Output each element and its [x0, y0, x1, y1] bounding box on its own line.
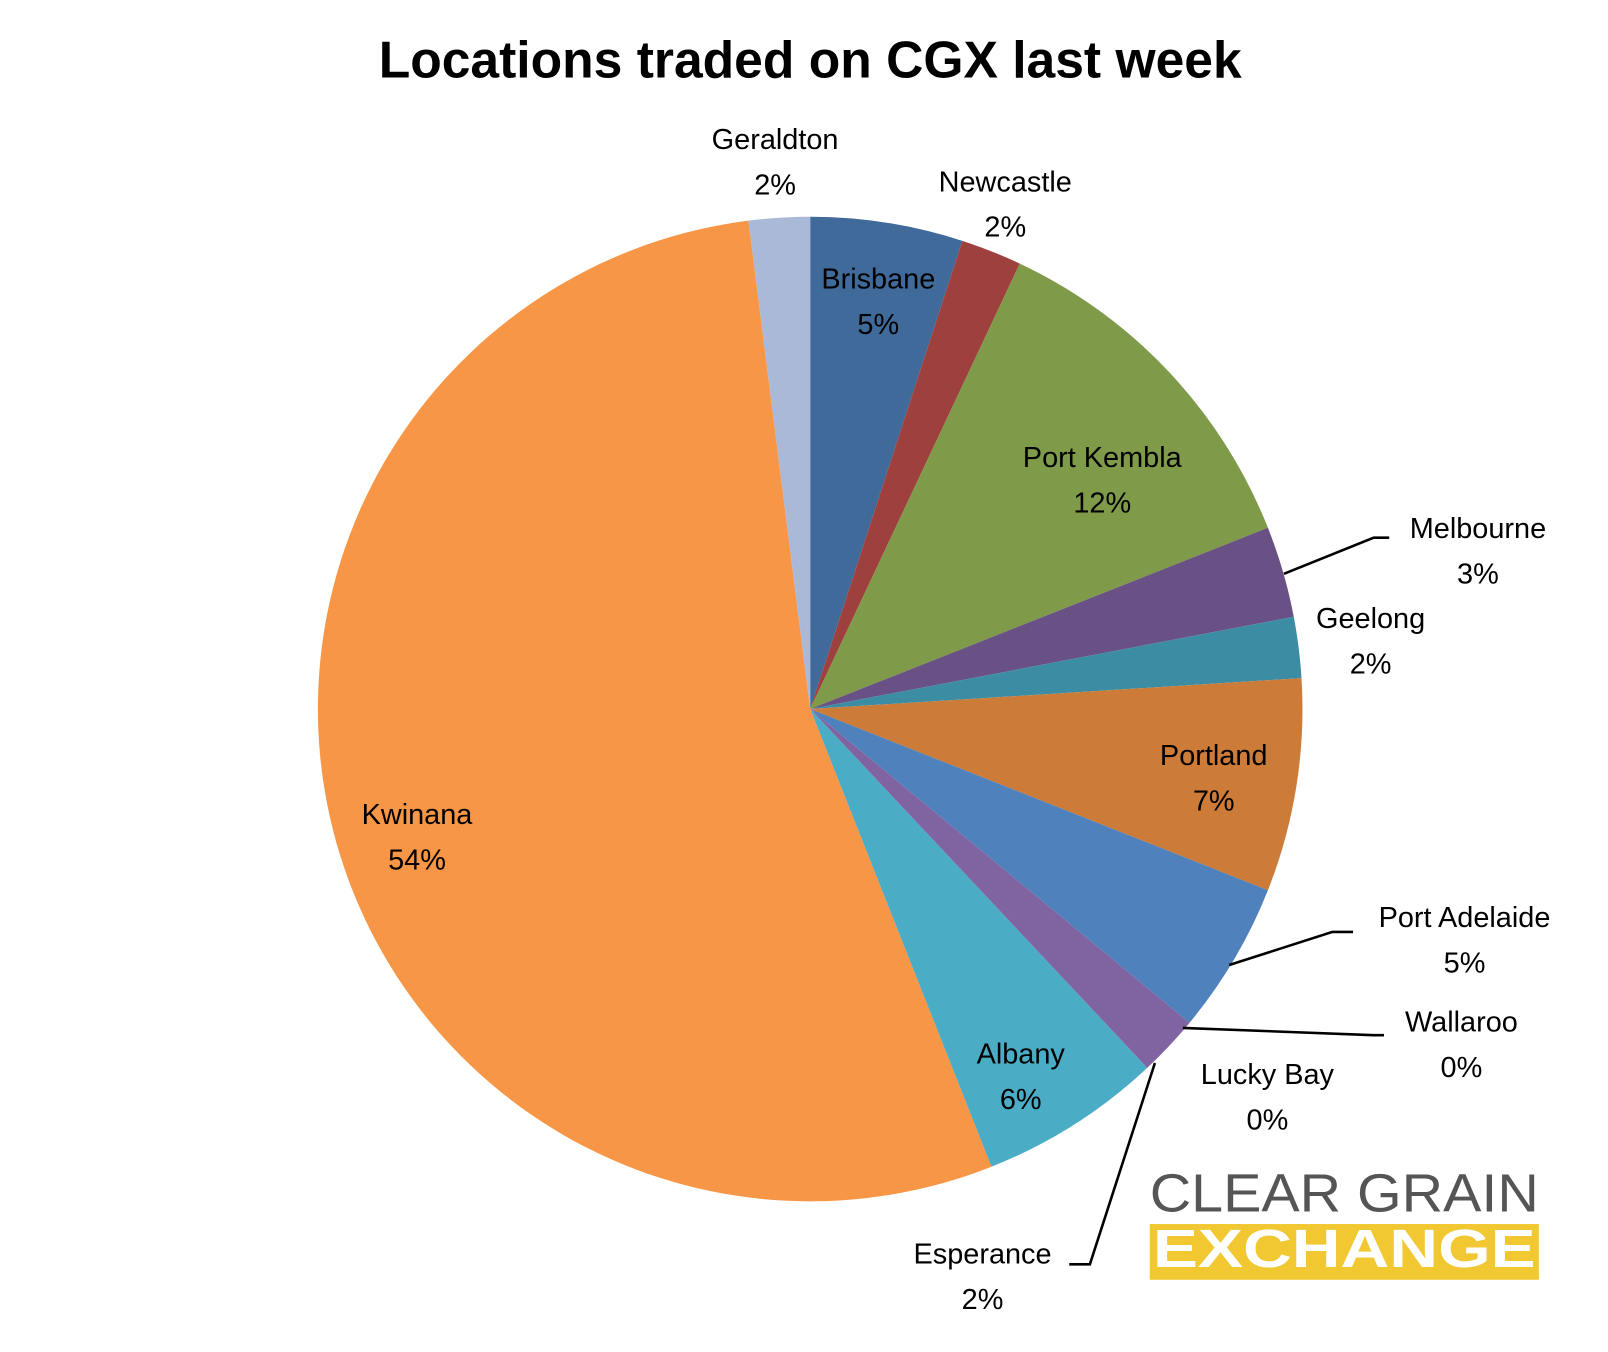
logo-band	[1149, 1224, 1539, 1280]
leader-line	[1182, 1026, 1385, 1037]
pie-slice	[810, 240, 1020, 710]
slice-label: Esperance	[914, 1239, 1052, 1271]
slice-label: Port Kembla	[1023, 442, 1183, 474]
pie-slice	[810, 709, 1190, 1068]
slice-label: Geraldton	[712, 124, 839, 156]
slice-label: Brisbane	[821, 263, 935, 295]
slice-value-label: 6%	[1000, 1084, 1042, 1116]
slice-value-label: 54%	[388, 844, 446, 876]
slice-value-label: 0%	[1441, 1052, 1483, 1084]
slice-label: Melbourne	[1410, 513, 1546, 545]
slice-label: Geelong	[1316, 603, 1425, 635]
slice-label: Kwinana	[362, 799, 474, 831]
logo-line2: EXCHANGE	[1153, 1219, 1536, 1279]
slice-label: Lucky Bay	[1201, 1059, 1335, 1091]
slice-label: Port Adelaide	[1379, 902, 1551, 934]
pie-slice	[317, 220, 992, 1202]
leader-line	[1228, 930, 1354, 967]
pie-slice	[810, 709, 1268, 1023]
pie-slice	[810, 709, 1148, 1167]
pie	[317, 216, 1303, 1202]
slice-value-label: 0%	[1247, 1104, 1289, 1136]
chart-title: Locations traded on CGX last week	[379, 31, 1242, 89]
logo: CLEAR GRAIN EXCHANGE	[1149, 1163, 1539, 1280]
slice-value-label: 5%	[857, 309, 899, 341]
slice-label: Albany	[977, 1038, 1066, 1070]
pie-slice	[810, 527, 1294, 710]
slice-value-label: 12%	[1073, 487, 1131, 519]
slice-value-label: 7%	[1193, 786, 1235, 818]
leader-line	[1069, 1062, 1157, 1266]
pie-slice	[810, 263, 1268, 710]
leader-line	[1283, 536, 1390, 576]
slice-value-label: 5%	[1444, 948, 1486, 980]
pie-slice	[810, 216, 963, 710]
pie-slice	[810, 616, 1302, 710]
slice-label: Newcastle	[939, 166, 1072, 198]
slice-value-label: 2%	[1350, 648, 1392, 680]
labels: Brisbane 5% Newcastle 2% Port Kembla 12% Melbo…	[362, 124, 1551, 1316]
slice-value-label: 2%	[984, 212, 1026, 244]
slice-value-label: 2%	[962, 1284, 1004, 1316]
pie-slice	[810, 678, 1303, 891]
slice-value-label: 3%	[1457, 559, 1499, 591]
pie-slice	[748, 216, 811, 710]
slice-label: Portland	[1160, 740, 1268, 772]
logo-line1: CLEAR GRAIN	[1150, 1163, 1539, 1223]
slice-value-label: 2%	[754, 169, 796, 201]
slice-label: Wallaroo	[1405, 1006, 1518, 1038]
